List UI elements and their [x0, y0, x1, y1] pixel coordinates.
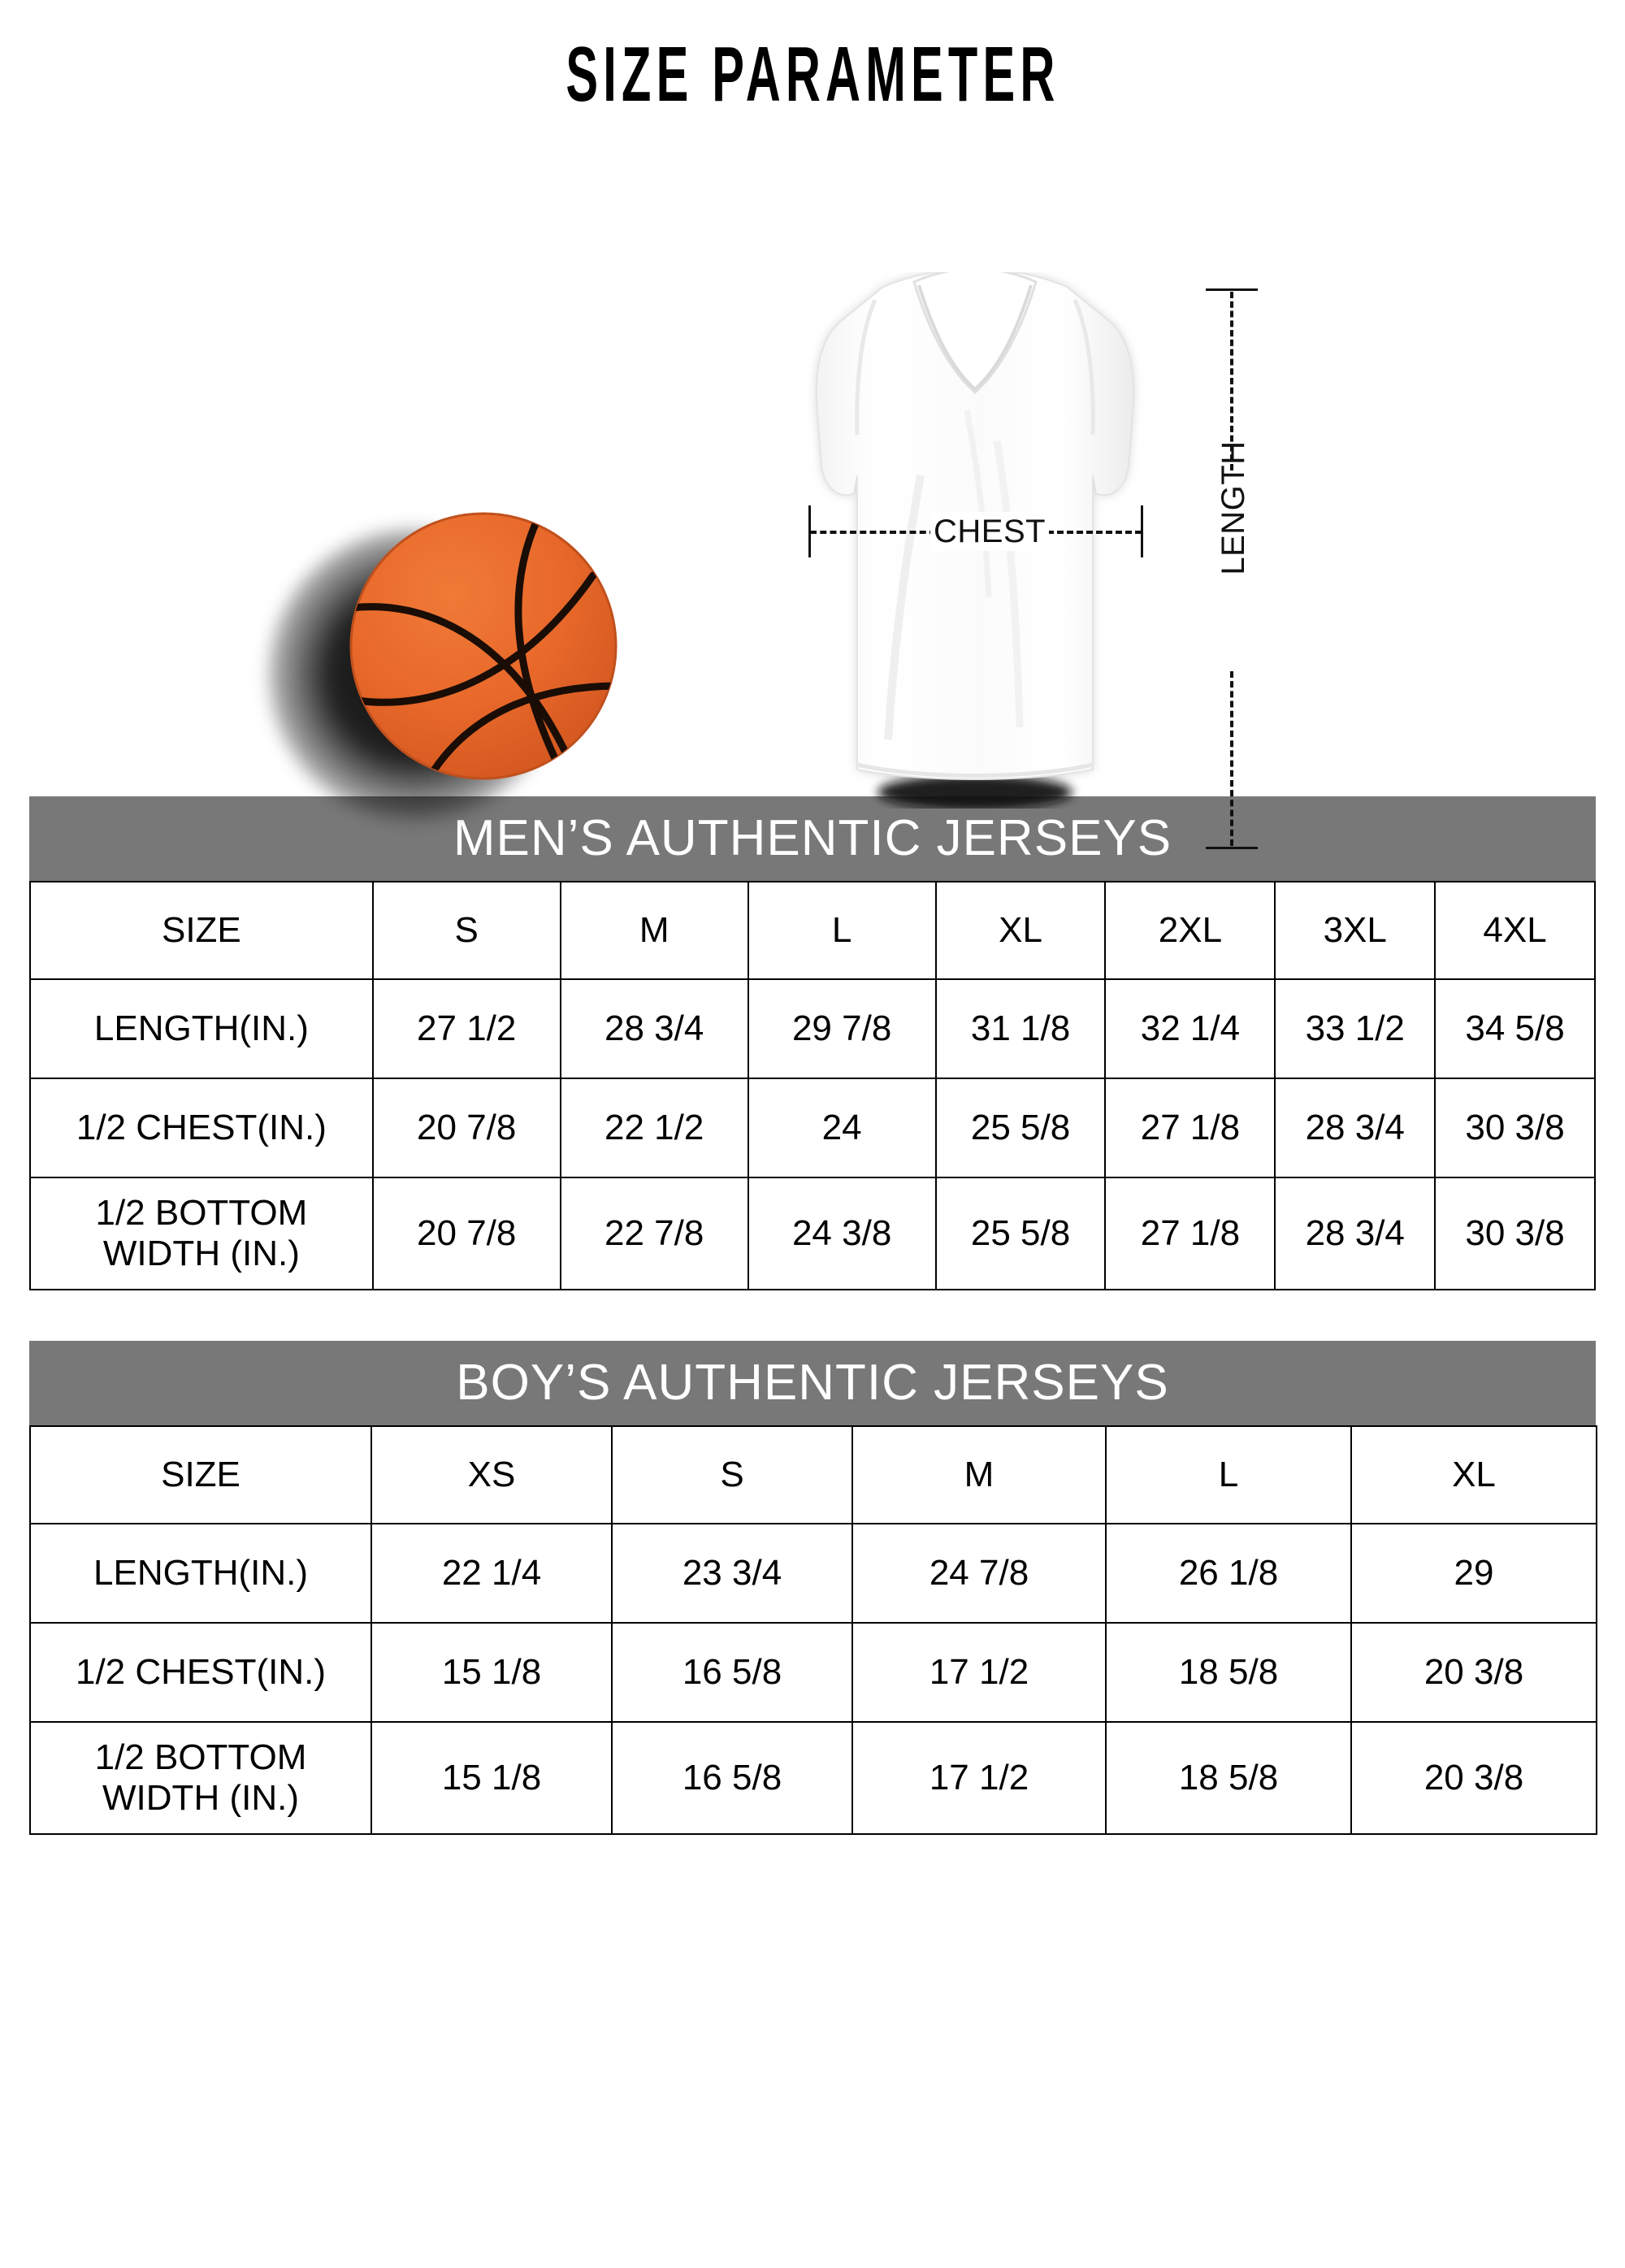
length-dash-bottom [1230, 671, 1233, 846]
basketball-graphic [268, 512, 634, 821]
length-dash-top [1230, 292, 1233, 471]
cell-chest-s: 20 7/8 [371, 1078, 561, 1178]
page-title-bar: SIZE PARAMETER [0, 0, 1625, 114]
cell-chest-2xl: 27 1/8 [1104, 1078, 1276, 1178]
mens-table: SIZE S M L XL 2XL 3XL 4XL LENGTH(IN.) 27… [29, 881, 1596, 1290]
length-cap-top [1206, 288, 1258, 291]
cell-bottom-s: 20 7/8 [371, 1177, 561, 1290]
col-header-xl: XL [1350, 1425, 1597, 1524]
cell-bottom-3xl: 28 3/4 [1274, 1177, 1436, 1290]
cell-bottom-xl: 25 5/8 [934, 1177, 1107, 1290]
cell-length-xl: 31 1/8 [934, 978, 1107, 1079]
col-header-size: SIZE [29, 1425, 372, 1524]
col-header-xl: XL [934, 881, 1107, 980]
cell-length-xs: 22 1/4 [370, 1523, 613, 1624]
cell-chest-m: 22 1/2 [559, 1078, 749, 1178]
cell-chest-xs: 15 1/8 [370, 1622, 613, 1723]
cell-length-4xl: 34 5/8 [1434, 978, 1596, 1079]
chest-cap-right [1141, 505, 1143, 557]
col-header-4xl: 4XL [1434, 881, 1596, 980]
cell-chest-s: 16 5/8 [611, 1622, 853, 1723]
table-spacer [0, 1290, 1625, 1341]
table-row-header: SIZE S M L XL 2XL 3XL 4XL [29, 881, 1596, 980]
col-header-l: L [747, 881, 937, 980]
length-cap-bottom [1206, 847, 1258, 849]
cell-length-2xl: 32 1/4 [1104, 978, 1276, 1079]
col-header-m: M [559, 881, 749, 980]
cell-length-l: 29 7/8 [747, 978, 937, 1079]
boys-jersey-size-table: BOY’S AUTHENTIC JERSEYS SIZE XS S M L XL… [29, 1341, 1597, 1835]
cell-chest-4xl: 30 3/8 [1434, 1078, 1596, 1178]
length-measurement: LENGTH [1202, 288, 1261, 849]
cell-length-s: 27 1/2 [371, 978, 561, 1079]
mens-table-heading: MEN’S AUTHENTIC JERSEYS [29, 796, 1596, 881]
row-label-half-chest: 1/2 CHEST(IN.) [29, 1078, 374, 1178]
cell-length-3xl: 33 1/2 [1274, 978, 1436, 1079]
table-row-half-bottom-width: 1/2 BOTTOM WIDTH (IN.) 20 7/8 22 7/8 24 … [29, 1177, 1596, 1290]
row-label-line1: 1/2 BOTTOM [95, 1192, 308, 1233]
row-label-length: LENGTH(IN.) [29, 1523, 372, 1624]
row-label-half-bottom-width: 1/2 BOTTOM WIDTH (IN.) [29, 1721, 372, 1835]
cell-bottom-m: 22 7/8 [559, 1177, 749, 1290]
cell-bottom-l: 18 5/8 [1105, 1721, 1352, 1835]
table-row-half-chest: 1/2 CHEST(IN.) 15 1/8 16 5/8 17 1/2 18 5… [29, 1622, 1597, 1723]
cell-length-xl: 29 [1350, 1523, 1597, 1624]
basketball-icon [349, 512, 618, 780]
chest-dash-right [1028, 531, 1142, 534]
cell-chest-3xl: 28 3/4 [1274, 1078, 1436, 1178]
cell-length-s: 23 3/4 [611, 1523, 853, 1624]
cell-bottom-xl: 20 3/8 [1350, 1721, 1597, 1835]
chest-cap-left [808, 505, 811, 557]
chest-label: CHEST [930, 512, 1050, 551]
row-label-line2: WIDTH (IN.) [102, 1778, 299, 1818]
chest-measurement: CHEST [808, 505, 1143, 557]
cell-chest-l: 24 [747, 1078, 937, 1178]
mens-jersey-size-table: MEN’S AUTHENTIC JERSEYS SIZE S M L XL 2X… [29, 796, 1596, 1290]
cell-bottom-2xl: 27 1/8 [1104, 1177, 1276, 1290]
cell-bottom-4xl: 30 3/8 [1434, 1177, 1596, 1290]
col-header-s: S [371, 881, 561, 980]
row-label-line2: WIDTH (IN.) [102, 1234, 300, 1273]
chest-dash-left [810, 531, 936, 534]
cell-chest-l: 18 5/8 [1105, 1622, 1352, 1723]
table-row-half-bottom-width: 1/2 BOTTOM WIDTH (IN.) 15 1/8 16 5/8 17 … [29, 1721, 1597, 1835]
cell-length-l: 26 1/8 [1105, 1523, 1352, 1624]
table-row-length: LENGTH(IN.) 22 1/4 23 3/4 24 7/8 26 1/8 … [29, 1523, 1597, 1624]
boys-table-heading: BOY’S AUTHENTIC JERSEYS [29, 1341, 1596, 1425]
table-row-half-chest: 1/2 CHEST(IN.) 20 7/8 22 1/2 24 25 5/8 2… [29, 1078, 1596, 1178]
col-header-2xl: 2XL [1104, 881, 1276, 980]
row-label-half-chest: 1/2 CHEST(IN.) [29, 1622, 372, 1723]
col-header-xs: XS [370, 1425, 613, 1524]
cell-bottom-xs: 15 1/8 [370, 1721, 613, 1835]
boys-table: SIZE XS S M L XL LENGTH(IN.) 22 1/4 23 3… [29, 1425, 1597, 1835]
col-header-l: L [1105, 1425, 1352, 1524]
cell-bottom-s: 16 5/8 [611, 1721, 853, 1835]
row-label-line1: 1/2 BOTTOM [94, 1737, 307, 1777]
col-header-s: S [611, 1425, 853, 1524]
cell-chest-m: 17 1/2 [852, 1622, 1107, 1723]
table-row-length: LENGTH(IN.) 27 1/2 28 3/4 29 7/8 31 1/8 … [29, 978, 1596, 1079]
cell-length-m: 24 7/8 [852, 1523, 1107, 1624]
row-label-length: LENGTH(IN.) [29, 978, 374, 1079]
length-label: LENGTH [1216, 440, 1251, 575]
row-label-half-bottom-width: 1/2 BOTTOM WIDTH (IN.) [29, 1177, 374, 1290]
product-illustration: CHEST LENGTH [0, 114, 1625, 849]
col-header-3xl: 3XL [1274, 881, 1436, 980]
cell-chest-xl: 20 3/8 [1350, 1622, 1597, 1723]
col-header-m: M [852, 1425, 1107, 1524]
cell-chest-xl: 25 5/8 [934, 1078, 1107, 1178]
table-row-header: SIZE XS S M L XL [29, 1425, 1597, 1524]
cell-bottom-m: 17 1/2 [852, 1721, 1107, 1835]
cell-bottom-l: 24 3/8 [747, 1177, 937, 1290]
cell-length-m: 28 3/4 [559, 978, 749, 1079]
page-title: SIZE PARAMETER [565, 31, 1060, 118]
col-header-size: SIZE [29, 881, 374, 980]
